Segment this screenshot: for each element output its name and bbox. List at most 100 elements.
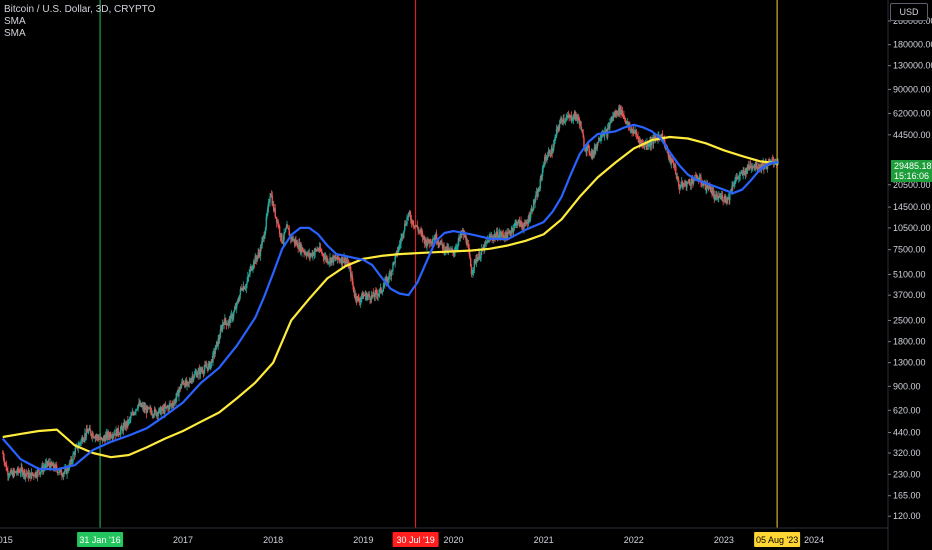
price-candle xyxy=(545,158,547,161)
price-candle xyxy=(561,119,563,122)
price-candle xyxy=(373,296,376,298)
price-candle xyxy=(405,224,407,226)
price-candle xyxy=(732,184,735,187)
price-candle xyxy=(615,110,618,115)
price-candle xyxy=(587,145,590,147)
price-candle xyxy=(161,407,164,411)
price-candle xyxy=(375,291,378,295)
price-candle xyxy=(106,432,108,439)
price-candle xyxy=(23,470,25,475)
price-candle xyxy=(633,132,636,134)
price-candle xyxy=(704,181,707,190)
price-candle xyxy=(36,470,39,477)
price-candle xyxy=(304,252,306,254)
price-candle xyxy=(763,167,766,169)
price-candle xyxy=(375,291,377,293)
price-candle xyxy=(75,446,77,449)
price-candle xyxy=(441,243,444,249)
price-candle xyxy=(585,148,587,152)
price-candle xyxy=(706,184,709,189)
price-candle xyxy=(672,162,675,166)
price-candle xyxy=(353,291,356,297)
sma-indicator-label-1[interactable]: SMA xyxy=(4,16,26,27)
price-candle xyxy=(695,174,698,178)
price-candle xyxy=(712,191,715,195)
price-candle xyxy=(136,408,139,410)
y-tick-label: 180000.00 xyxy=(893,40,932,50)
price-candle xyxy=(479,257,482,259)
price-candle xyxy=(725,199,727,202)
price-candle xyxy=(528,216,530,221)
price-candle xyxy=(721,195,723,197)
price-candle xyxy=(538,189,540,192)
price-candle xyxy=(487,240,489,242)
price-candle xyxy=(308,253,310,256)
price-candle xyxy=(97,437,99,440)
price-candle xyxy=(359,299,362,303)
price-candle xyxy=(758,167,760,169)
price-candle xyxy=(572,114,575,120)
price-candle xyxy=(241,289,244,291)
price-candle xyxy=(150,411,153,415)
price-candle xyxy=(475,259,477,262)
price-candle xyxy=(527,216,530,224)
price-candle xyxy=(766,165,769,169)
price-candle xyxy=(94,436,96,439)
price-candle xyxy=(572,119,574,121)
price-candle xyxy=(655,137,657,139)
price-candle xyxy=(258,253,261,257)
price-candle xyxy=(290,236,293,239)
x-tick-label: 2023 xyxy=(714,535,734,545)
price-candle xyxy=(495,235,497,238)
price-candle xyxy=(514,222,516,224)
price-candle xyxy=(643,146,645,148)
price-candle xyxy=(158,408,160,413)
price-candle xyxy=(435,233,438,242)
price-candle xyxy=(146,406,148,414)
price-candle xyxy=(386,277,388,284)
price-candle xyxy=(745,168,747,174)
price-candle xyxy=(611,116,613,119)
price-candle xyxy=(141,405,144,407)
currency-button[interactable]: USD xyxy=(890,3,928,21)
x-tick-label: 2021 xyxy=(534,535,554,545)
price-candle xyxy=(436,241,439,243)
price-candle xyxy=(144,407,147,410)
price-candle xyxy=(337,255,339,259)
sma-indicator-label-2[interactable]: SMA xyxy=(4,28,26,39)
price-candle xyxy=(16,468,19,473)
price-candle xyxy=(584,148,587,150)
price-candle xyxy=(398,244,401,246)
price-candle xyxy=(566,117,568,118)
price-candle xyxy=(88,428,91,431)
price-candle xyxy=(295,240,297,244)
price-candle xyxy=(503,236,505,238)
price-candle xyxy=(469,253,471,259)
price-candle xyxy=(516,223,519,226)
price-candle xyxy=(315,249,317,250)
price-candle xyxy=(759,164,761,169)
price-candle xyxy=(420,230,422,233)
y-tick-label: 1300.00 xyxy=(893,358,926,368)
price-candle xyxy=(515,221,517,223)
price-candle xyxy=(498,234,500,239)
price-candle xyxy=(705,189,707,190)
price-candle xyxy=(20,466,22,473)
price-candle xyxy=(93,437,96,439)
price-candle xyxy=(268,202,270,203)
price-candle xyxy=(205,365,208,368)
price-candle xyxy=(439,242,442,246)
price-candle xyxy=(428,241,430,244)
price-candle xyxy=(301,247,304,251)
price-candle xyxy=(521,224,523,225)
price-candle xyxy=(570,115,573,121)
price-candle xyxy=(675,174,678,179)
price-candle xyxy=(355,293,357,299)
price-candle xyxy=(102,437,105,442)
price-candle xyxy=(14,471,16,473)
price-candle xyxy=(299,244,302,251)
price-candle xyxy=(604,130,607,132)
price-candle xyxy=(5,463,8,471)
price-candle xyxy=(574,112,576,119)
